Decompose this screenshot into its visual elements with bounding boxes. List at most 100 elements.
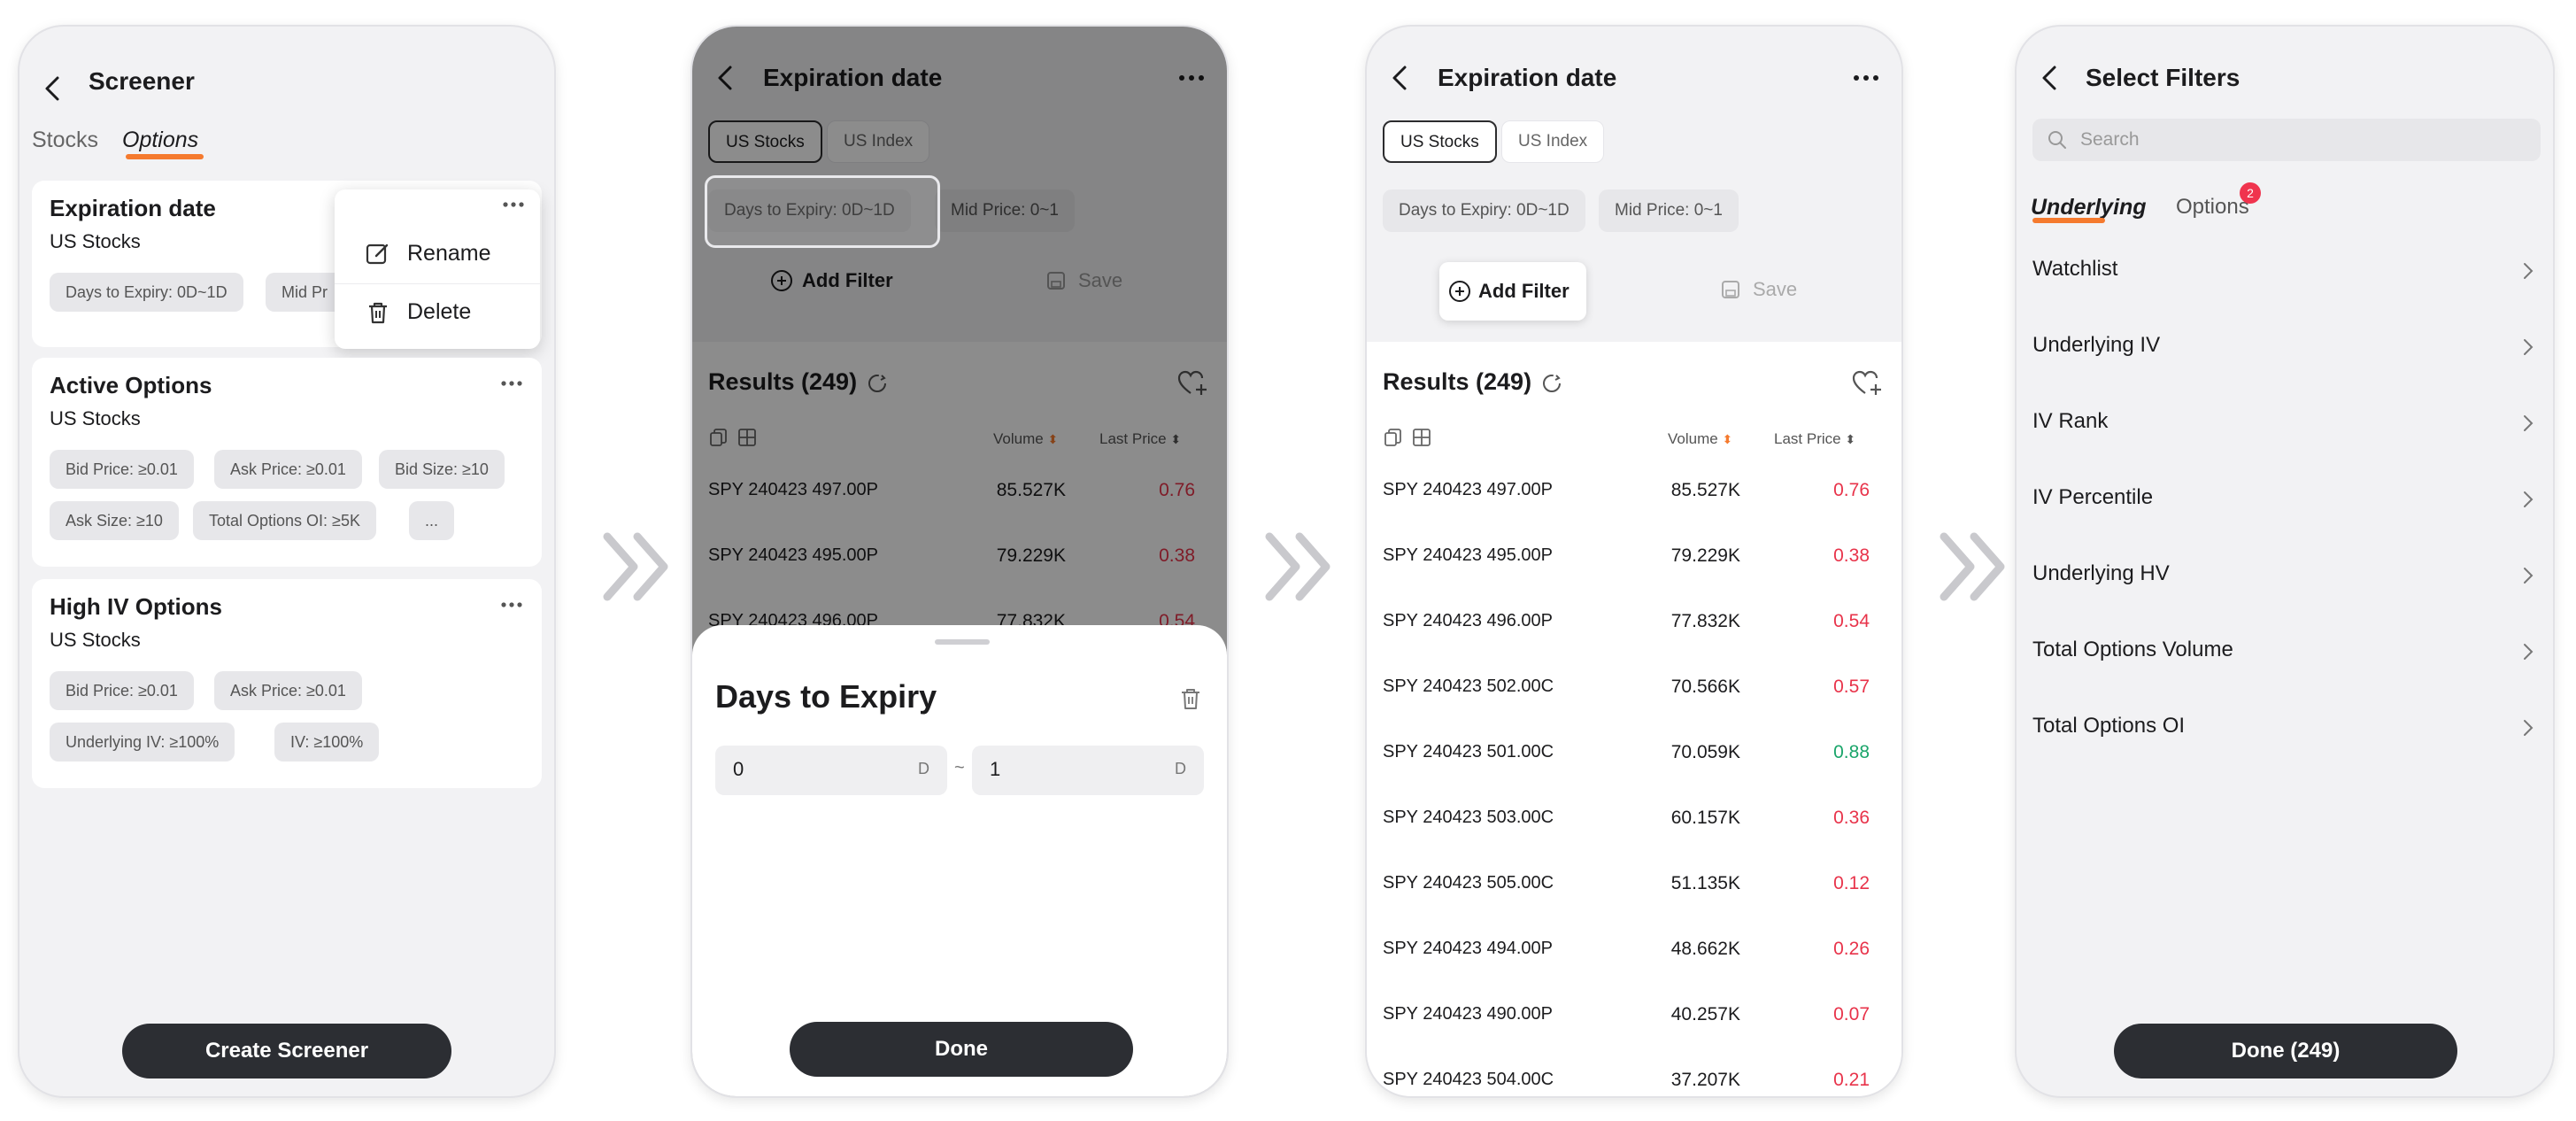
- max-days-input[interactable]: 1 D: [972, 746, 1204, 795]
- filter-chip: IV: ≥100%: [274, 723, 380, 762]
- table-row[interactable]: SPY 240423 496.00P 77.832K 0.54: [1383, 611, 1870, 631]
- grid-icon[interactable]: [737, 427, 758, 448]
- filter-chip: Total Options OI: ≥5K: [193, 501, 376, 540]
- more-button[interactable]: [1172, 62, 1211, 94]
- market-us-stocks[interactable]: US Stocks: [708, 120, 822, 163]
- market-us-stocks[interactable]: US Stocks: [1383, 120, 1497, 163]
- grid-icon[interactable]: [1411, 427, 1432, 448]
- select-filters-screen: Select Filters Search Underlying Options…: [2015, 25, 2555, 1098]
- page-title: Screener: [89, 67, 195, 95]
- card-more-button[interactable]: [496, 191, 531, 218]
- trash-icon[interactable]: [1177, 685, 1204, 712]
- screener-card-high-iv[interactable]: High IV Options US Stocks Bid Price: ≥0.…: [32, 579, 542, 788]
- filter-item-total-options-volume[interactable]: Total Options Volume: [2017, 615, 2553, 691]
- table-row[interactable]: SPY 240423 490.00P 40.257K 0.07: [1383, 1004, 1870, 1024]
- rename-menu-item[interactable]: Rename: [335, 227, 540, 280]
- add-filter-button[interactable]: Add Filter: [770, 259, 938, 303]
- chevron-right-icon: [2524, 568, 2534, 584]
- save-button[interactable]: Save: [1046, 259, 1153, 303]
- column-header-volume[interactable]: Volume ⬍: [1668, 430, 1733, 447]
- table-row[interactable]: SPY 240423 495.00P 79.229K 0.38: [708, 545, 1195, 566]
- table-row[interactable]: SPY 240423 503.00C 60.157K 0.36: [1383, 808, 1870, 828]
- card-more-button[interactable]: [494, 591, 529, 618]
- more-icon: [501, 602, 522, 607]
- card-subtitle: US Stocks: [50, 230, 141, 252]
- column-header-last-price[interactable]: Last Price ⬍: [1774, 430, 1856, 447]
- delete-menu-item[interactable]: Delete: [335, 285, 540, 338]
- header: Expiration date: [692, 27, 1227, 124]
- tab-underlying[interactable]: Underlying: [2031, 195, 2147, 220]
- card-more-button[interactable]: [494, 370, 529, 397]
- header: Select Filters: [2017, 27, 2553, 124]
- back-button[interactable]: [2032, 60, 2068, 96]
- table-row[interactable]: SPY 240423 495.00P 79.229K 0.38: [1383, 545, 1870, 566]
- more-icon: [1854, 75, 1878, 81]
- filter-chip: Bid Price: ≥0.01: [50, 450, 194, 489]
- favorite-add-icon[interactable]: [1852, 370, 1882, 397]
- filter-chip-days-to-expiry[interactable]: Days to Expiry: 0D~1D: [708, 189, 911, 232]
- tab-options[interactable]: Options: [2176, 195, 2249, 219]
- done-button[interactable]: Done: [790, 1022, 1133, 1077]
- market-us-index[interactable]: US Index: [827, 120, 930, 163]
- done-button[interactable]: Done (249): [2114, 1024, 2457, 1078]
- copy-icon[interactable]: [1383, 427, 1404, 448]
- filter-chip-more: ...: [409, 501, 455, 540]
- refresh-icon[interactable]: [1540, 372, 1563, 395]
- expiration-sheet-screen: Expiration date US Stocks US Index Days …: [690, 25, 1229, 1098]
- page-title: Expiration date: [1438, 64, 1617, 91]
- save-button[interactable]: Save: [1721, 271, 1827, 315]
- filter-item-underlying-hv[interactable]: Underlying HV: [2017, 538, 2553, 615]
- table-row[interactable]: SPY 240423 501.00C 70.059K 0.88: [1383, 742, 1870, 762]
- copy-icon[interactable]: [708, 427, 729, 448]
- table-row[interactable]: SPY 240423 505.00C 51.135K 0.12: [1383, 873, 1870, 893]
- table-row[interactable]: SPY 240423 497.00P 85.527K 0.76: [708, 480, 1195, 500]
- column-header-volume[interactable]: Volume ⬍: [993, 430, 1059, 447]
- more-icon: [501, 381, 522, 386]
- filter-item-total-options-oi[interactable]: Total Options OI: [2017, 691, 2553, 767]
- min-days-input[interactable]: 0 D: [715, 746, 947, 795]
- range-separator: ~: [954, 758, 965, 777]
- plus-circle-icon: [771, 270, 792, 291]
- add-filter-button[interactable]: Add Filter: [1439, 262, 1586, 321]
- create-screener-button[interactable]: Create Screener: [122, 1024, 451, 1078]
- filter-item-iv-percentile[interactable]: IV Percentile: [2017, 462, 2553, 538]
- tab-stocks[interactable]: Stocks: [32, 128, 99, 152]
- results-panel: Results (249) Volume ⬍ Last Price ⬍ SPY …: [1367, 342, 1901, 1096]
- back-button[interactable]: [708, 60, 744, 96]
- double-chevron-right-icon: [603, 532, 668, 601]
- refresh-icon[interactable]: [866, 372, 889, 395]
- card-title: High IV Options: [50, 593, 222, 620]
- days-to-expiry-sheet: Days to Expiry 0 D ~ 1 D Done: [692, 625, 1227, 1096]
- search-input[interactable]: Search: [2032, 119, 2541, 161]
- expiration-results-screen: Expiration date US Stocks US Index Days …: [1365, 25, 1903, 1098]
- sheet-handle[interactable]: [935, 639, 990, 645]
- filter-chip-mid-price[interactable]: Mid Price: 0~1: [935, 189, 1075, 232]
- table-row[interactable]: SPY 240423 504.00C 37.207K 0.21: [1383, 1070, 1870, 1090]
- filter-chip: Ask Size: ≥10: [50, 501, 179, 540]
- table-row[interactable]: SPY 240423 494.00P 48.662K 0.26: [1383, 939, 1870, 959]
- sort-icon: ⬍: [1722, 432, 1733, 446]
- chevron-left-icon: [718, 66, 732, 90]
- table-row[interactable]: SPY 240423 497.00P 85.527K 0.76: [1383, 480, 1870, 500]
- filter-item-watchlist[interactable]: Watchlist: [2017, 234, 2553, 310]
- active-tab-indicator: [126, 154, 204, 159]
- filter-chip-days-to-expiry[interactable]: Days to Expiry: 0D~1D: [1383, 189, 1585, 232]
- options-count-badge: 2: [2240, 182, 2261, 204]
- back-button[interactable]: [35, 71, 71, 106]
- tab-options[interactable]: Options: [122, 128, 199, 152]
- filter-chip-mid-price[interactable]: Mid Price: 0~1: [1599, 189, 1739, 232]
- card-subtitle: US Stocks: [50, 407, 141, 429]
- back-button[interactable]: [1383, 60, 1418, 96]
- market-us-index[interactable]: US Index: [1501, 120, 1605, 163]
- more-button[interactable]: [1847, 62, 1886, 94]
- sort-icon: ⬍: [1047, 432, 1059, 446]
- column-header-last-price[interactable]: Last Price ⬍: [1099, 430, 1182, 447]
- favorite-add-icon[interactable]: [1177, 370, 1207, 397]
- sort-icon: ⬍: [1170, 432, 1182, 446]
- chevron-right-icon: [2524, 720, 2534, 736]
- table-row[interactable]: SPY 240423 502.00C 70.566K 0.57: [1383, 676, 1870, 697]
- screener-card-active-options[interactable]: Active Options US Stocks Bid Price: ≥0.0…: [32, 358, 542, 567]
- filter-chip: Bid Size: ≥10: [379, 450, 505, 489]
- filter-item-underlying-iv[interactable]: Underlying IV: [2017, 310, 2553, 386]
- filter-item-iv-rank[interactable]: IV Rank: [2017, 386, 2553, 462]
